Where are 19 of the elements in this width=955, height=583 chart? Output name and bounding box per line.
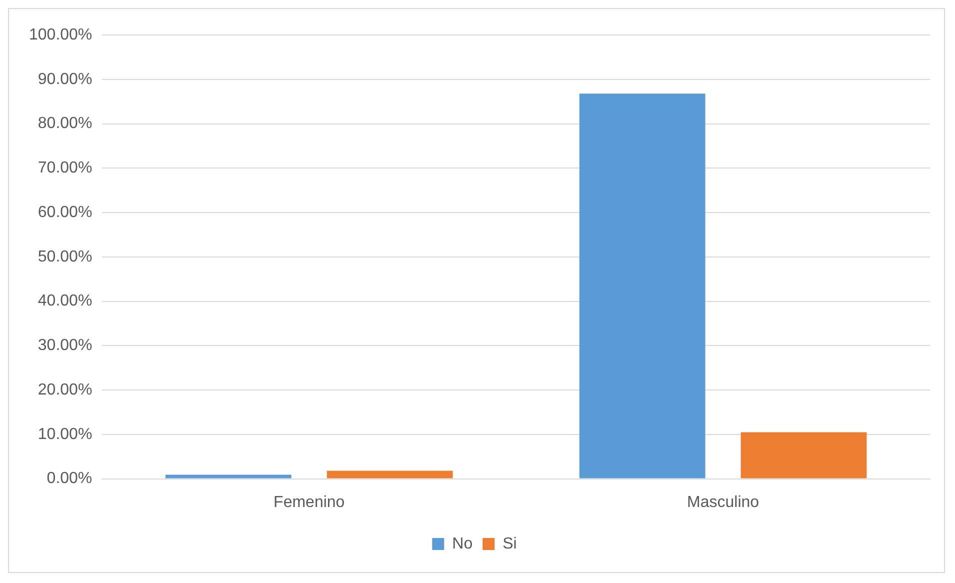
bar: [740, 432, 867, 478]
y-tick-label: 70.00%: [38, 160, 92, 177]
y-tick-label: 100.00%: [28, 26, 92, 44]
y-tick-label: 20.00%: [38, 381, 92, 398]
x-tick-label: Femenino: [274, 494, 345, 511]
bar: [579, 94, 706, 478]
y-tick-label: 10.00%: [38, 426, 92, 443]
y-tick-label: 90.00%: [38, 70, 92, 88]
y-tick-label: 60.00%: [38, 204, 92, 221]
x-tick-label: Masculino: [687, 494, 760, 511]
y-tick-label: 40.00%: [38, 292, 92, 310]
bar: [326, 470, 453, 478]
legend-label: Si: [502, 535, 517, 552]
bar: [165, 474, 292, 478]
y-tick-label: 30.00%: [38, 337, 92, 354]
y-tick-label: 80.00%: [38, 115, 92, 132]
y-tick-label: 0.00%: [46, 470, 92, 488]
legend-label: No: [452, 535, 473, 552]
y-tick-label: 50.00%: [38, 248, 92, 266]
